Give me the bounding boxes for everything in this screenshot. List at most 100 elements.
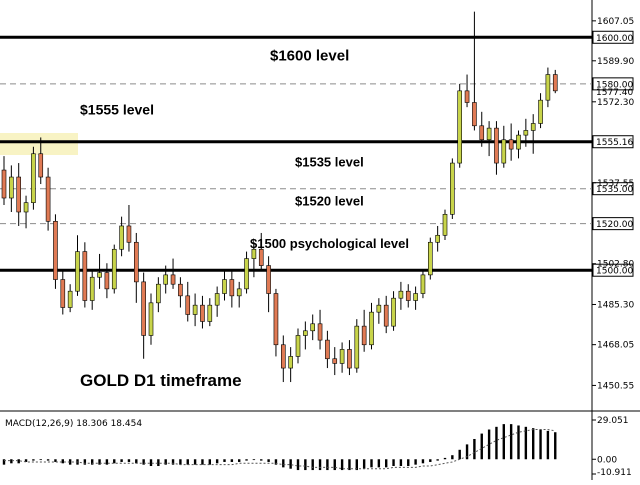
macd-signal-line	[4, 429, 556, 470]
candle	[420, 270, 426, 299]
macd-bar	[127, 459, 131, 462]
candle	[200, 295, 205, 329]
macd-bar	[480, 433, 483, 460]
macd-bar	[142, 459, 145, 465]
candle	[141, 272, 146, 359]
candle	[126, 205, 132, 252]
macd-bar	[2, 459, 6, 465]
candle	[303, 321, 308, 350]
macd-bar	[429, 459, 432, 462]
macd-bar	[215, 459, 219, 464]
candle	[178, 277, 183, 308]
candle	[501, 125, 507, 168]
candle	[369, 302, 374, 350]
candle	[545, 67, 551, 108]
candle	[53, 214, 58, 289]
candle	[472, 11, 477, 131]
candle	[75, 235, 80, 296]
chart-title: GOLD D1 timeframe	[80, 371, 242, 390]
macd-bar	[91, 459, 94, 465]
candle	[413, 286, 418, 310]
macd-bar	[186, 459, 189, 465]
candle	[310, 314, 316, 341]
price-tick-label: 1468.05	[597, 341, 634, 351]
level-annotation: $1535 level	[295, 155, 364, 170]
candle	[354, 319, 360, 373]
level-price-label: 1555.16	[592, 135, 634, 149]
level-annotation: $1500 psychological level	[250, 236, 409, 251]
macd-bar	[421, 459, 425, 464]
candle	[376, 298, 382, 324]
macd-bar	[230, 459, 234, 462]
macd-bar	[348, 459, 351, 471]
macd-bar	[465, 444, 469, 460]
candle	[244, 251, 249, 294]
candle	[405, 284, 411, 308]
price-tick-label: 1589.90	[597, 57, 634, 67]
macd-bar	[105, 459, 109, 465]
svg-text:1535.00: 1535.00	[596, 185, 633, 195]
macd-bar	[362, 459, 366, 469]
macd-bar	[171, 459, 175, 465]
candle	[435, 225, 440, 252]
candle	[236, 281, 242, 308]
candle	[163, 265, 168, 294]
level-price-label: 1500.00	[592, 263, 634, 277]
macd-bar	[98, 459, 101, 465]
candle	[494, 121, 499, 175]
macd-bar	[24, 459, 28, 462]
candle	[111, 244, 117, 294]
candle	[67, 284, 73, 313]
macd-bar	[539, 429, 542, 460]
price-tick-label: 1537.55	[597, 179, 634, 189]
candle	[442, 209, 448, 240]
macd-bar	[377, 459, 381, 468]
candle	[119, 216, 124, 257]
macd-bar	[296, 459, 300, 471]
macd-bar	[83, 459, 87, 465]
macd-bar	[282, 459, 285, 468]
candle	[192, 293, 198, 327]
candle	[45, 167, 51, 231]
price-tick-label: 1502.80	[597, 260, 634, 270]
levels-layer: 1600.00 $1600 level 1580.00 1555.16 $1555 le…	[0, 30, 634, 277]
macd-bar	[113, 459, 116, 464]
svg-text:1577.40: 1577.40	[596, 88, 633, 98]
macd-bar	[392, 459, 395, 467]
candle	[427, 237, 433, 280]
macd-panel: 29.051 0.00 -10.911	[2, 416, 632, 478]
macd-bar	[340, 459, 344, 471]
candle	[464, 74, 470, 108]
level-price-label: 1535.00	[592, 182, 634, 196]
svg-text:1500.00: 1500.00	[596, 267, 633, 277]
highlight-box	[0, 133, 78, 155]
macd-bar	[385, 459, 388, 468]
macd-tick-label: 0.00	[597, 455, 617, 465]
macd-bar	[487, 429, 491, 460]
candle	[134, 232, 139, 303]
macd-bar	[260, 459, 263, 461]
candle	[280, 335, 286, 383]
candle	[1, 156, 7, 205]
macd-bar	[495, 426, 498, 460]
level-annotation: $1555 level	[80, 102, 154, 118]
macd-bar	[274, 459, 278, 465]
macd-bar	[68, 459, 72, 465]
macd-bar	[149, 459, 153, 467]
macd-bar	[436, 459, 439, 461]
macd-bar	[17, 459, 20, 464]
candle	[295, 328, 301, 364]
macd-bar	[443, 457, 447, 460]
level-price-label: 1520.00	[592, 217, 634, 231]
svg-text:1555.16: 1555.16	[596, 138, 633, 148]
candle	[104, 263, 110, 299]
macd-bar	[333, 459, 336, 471]
macd-bar	[458, 449, 461, 460]
price-axis: 1607.05 1589.90 1572.30 1537.55 1502.80 1485.…	[592, 17, 634, 391]
macd-bar	[193, 459, 197, 465]
macd-bar	[223, 459, 226, 462]
macd-bar	[164, 459, 167, 465]
macd-bar	[414, 459, 417, 465]
